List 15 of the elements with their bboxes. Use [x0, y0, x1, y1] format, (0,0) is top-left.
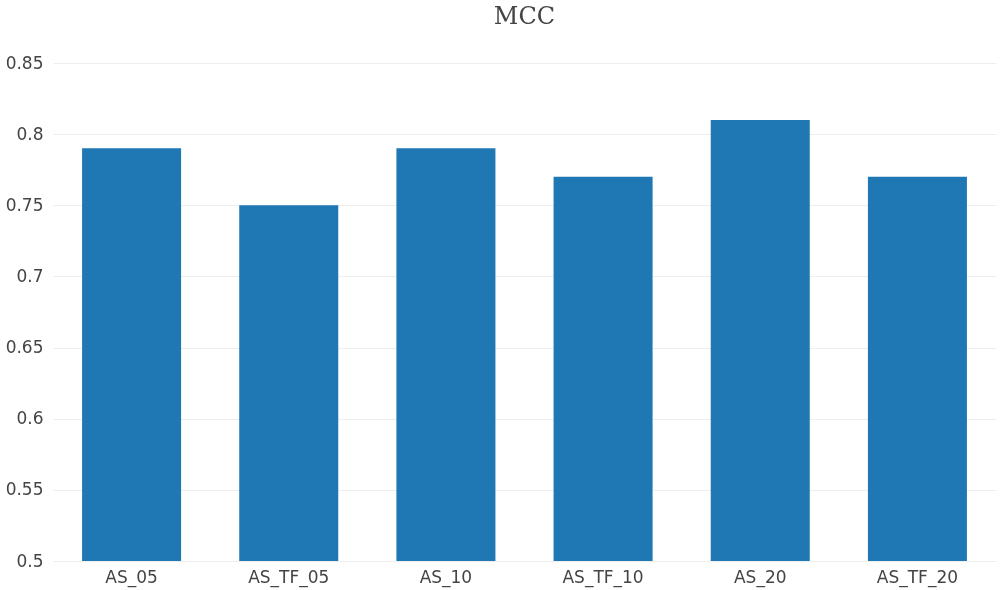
x-tick-label: AS_TF_05: [248, 566, 330, 588]
x-tick-label: AS_TF_20: [876, 566, 959, 588]
x-tick-label: AS_05: [105, 566, 158, 588]
y-tick-label: 0.55: [5, 479, 44, 500]
y-tick-label: 0.75: [5, 194, 44, 215]
y-tick-label: 0.65: [5, 337, 44, 358]
x-tick-label: AS_TF_10: [562, 566, 644, 588]
x-tick-label: AS_20: [733, 566, 787, 588]
y-tick-label: 0.8: [16, 123, 44, 144]
y-tick-label: 0.7: [16, 265, 44, 286]
x-tick-label: AS_10: [419, 566, 473, 588]
chart-title: MCC: [493, 2, 556, 30]
y-tick-label: 0.85: [5, 52, 44, 73]
y-tick-label: 0.6: [16, 408, 44, 429]
y-tick-label: 0.5: [16, 550, 44, 571]
